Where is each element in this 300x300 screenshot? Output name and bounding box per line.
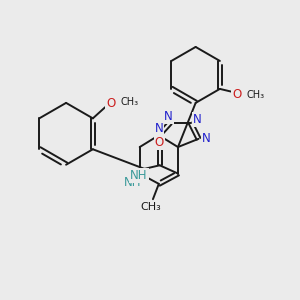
Text: NH: NH — [130, 169, 148, 182]
Text: N: N — [202, 132, 210, 145]
Text: N: N — [193, 113, 202, 126]
Text: NH: NH — [124, 176, 141, 190]
Text: CH₃: CH₃ — [121, 97, 139, 107]
Text: O: O — [232, 88, 242, 101]
Text: O: O — [154, 136, 164, 149]
Text: N: N — [164, 110, 173, 123]
Text: CH₃: CH₃ — [246, 90, 265, 100]
Text: N: N — [154, 122, 163, 135]
Text: CH₃: CH₃ — [140, 202, 161, 212]
Text: O: O — [106, 97, 115, 110]
